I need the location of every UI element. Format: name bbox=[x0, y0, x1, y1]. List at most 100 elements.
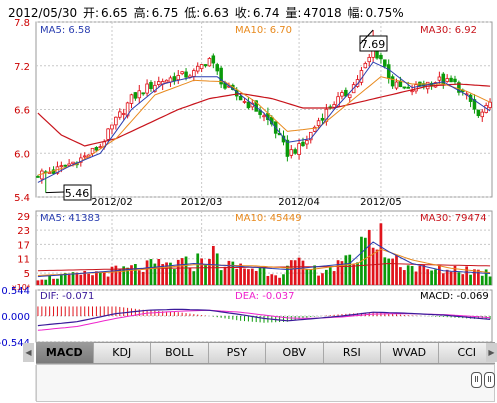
tab-kdj[interactable]: KDJ bbox=[93, 343, 151, 363]
volume-bar bbox=[149, 259, 153, 285]
volume-bar bbox=[153, 263, 157, 285]
range-left-handle-icon[interactable] bbox=[471, 372, 482, 388]
volume-bar bbox=[383, 257, 387, 285]
candle-body bbox=[47, 172, 52, 174]
volume-bar bbox=[79, 274, 83, 285]
volume-bar bbox=[469, 274, 472, 285]
volume-bar bbox=[184, 256, 188, 285]
range-overview[interactable] bbox=[36, 364, 495, 402]
volume-bar bbox=[317, 275, 320, 285]
volume-bar bbox=[289, 260, 293, 285]
price-ma10-line bbox=[37, 76, 491, 176]
candle-body bbox=[336, 96, 340, 107]
volume-bar bbox=[67, 274, 71, 285]
volume-ma10-legend: MA10: 45449 bbox=[235, 213, 302, 224]
low-value: 6.63 bbox=[202, 6, 229, 20]
candle-body bbox=[40, 170, 44, 180]
price-ma5-line bbox=[37, 61, 491, 183]
volume-bar bbox=[114, 265, 118, 285]
volume-bar bbox=[200, 258, 204, 285]
volume-tick-label: 11 bbox=[17, 255, 30, 266]
candle-body bbox=[168, 77, 173, 83]
price-tick-label: 6.0 bbox=[14, 149, 30, 160]
candle-body bbox=[137, 90, 142, 99]
change-value: 0.75% bbox=[365, 6, 404, 20]
candle-body bbox=[406, 86, 410, 89]
macd-tick-label: -0.544 bbox=[0, 338, 30, 349]
candle-body bbox=[157, 81, 161, 85]
candle-body bbox=[125, 102, 130, 117]
volume-bar bbox=[274, 275, 278, 285]
price-tick-label: 7.8 bbox=[14, 18, 30, 29]
volume-bar bbox=[336, 260, 340, 285]
min-leader bbox=[45, 191, 65, 194]
candle-body bbox=[215, 64, 219, 72]
candle-body bbox=[94, 147, 99, 151]
candle-body bbox=[457, 82, 461, 93]
volume-bar bbox=[83, 270, 87, 285]
volume-bar bbox=[52, 278, 55, 285]
candle-body bbox=[394, 81, 399, 89]
max-leader bbox=[359, 29, 374, 45]
tab-obv[interactable]: OBV bbox=[266, 343, 324, 363]
volume-bar bbox=[453, 265, 457, 285]
open-value: 6.65 bbox=[101, 6, 128, 20]
volume-bar bbox=[48, 275, 52, 285]
candle-body bbox=[312, 126, 317, 132]
scroll-right-icon[interactable]: ▶ bbox=[486, 343, 497, 362]
candle-body bbox=[340, 92, 344, 97]
volume-bar bbox=[192, 271, 196, 285]
volume-bar bbox=[344, 255, 348, 285]
candle-body bbox=[476, 109, 481, 117]
volume-bar bbox=[434, 269, 437, 285]
volume-bar bbox=[196, 253, 200, 285]
max-annotation: 7.69 bbox=[361, 38, 386, 51]
volume-bar bbox=[266, 275, 270, 285]
month-tick-label: 2012/03 bbox=[181, 197, 223, 208]
tab-cci[interactable]: CCI bbox=[438, 343, 495, 363]
volume-bar bbox=[157, 258, 161, 285]
tab-rsi[interactable]: RSI bbox=[323, 343, 381, 363]
scroll-left-icon[interactable]: ◀ bbox=[23, 343, 34, 362]
candle-body bbox=[305, 140, 309, 145]
volume-bar bbox=[188, 267, 192, 285]
volume-bar bbox=[332, 271, 336, 285]
month-tick-label: 2012/02 bbox=[91, 197, 133, 208]
close-value: 6.74 bbox=[252, 6, 280, 20]
volume-tick-label: 29 bbox=[17, 212, 30, 223]
candle-body bbox=[289, 149, 294, 156]
candle-body bbox=[386, 64, 391, 79]
candle-body bbox=[332, 104, 336, 108]
candle-body bbox=[285, 139, 290, 157]
volume-bar bbox=[387, 258, 391, 285]
range-right-handle-icon[interactable] bbox=[484, 372, 495, 388]
candle-body bbox=[207, 58, 212, 67]
volume-bar bbox=[40, 279, 44, 285]
candle-body bbox=[402, 86, 407, 89]
candle-body bbox=[449, 77, 453, 83]
candle-body bbox=[437, 76, 442, 81]
candle-body bbox=[433, 82, 438, 88]
volume-bar bbox=[301, 260, 305, 285]
tab-boll[interactable]: BOLL bbox=[151, 343, 209, 363]
volume-bar bbox=[71, 272, 75, 285]
volume-bar bbox=[180, 258, 184, 285]
volume-bar bbox=[488, 276, 492, 285]
tab-wvad[interactable]: WVAD bbox=[381, 343, 439, 363]
volume-bar bbox=[476, 269, 480, 285]
volume-bar bbox=[441, 273, 445, 285]
volume-bar bbox=[247, 269, 250, 285]
candle-body bbox=[121, 113, 126, 115]
tab-macd[interactable]: MACD bbox=[36, 343, 94, 363]
volume-bar bbox=[141, 271, 145, 285]
volume-bar bbox=[438, 264, 441, 285]
candle-body bbox=[414, 84, 418, 92]
candle-body bbox=[238, 95, 243, 101]
volume-bar bbox=[110, 266, 114, 285]
candle-body bbox=[262, 115, 266, 118]
candle-body bbox=[472, 99, 477, 110]
tab-psy[interactable]: PSY bbox=[208, 343, 266, 363]
volume-bar bbox=[270, 274, 274, 285]
candle-body bbox=[176, 75, 181, 81]
